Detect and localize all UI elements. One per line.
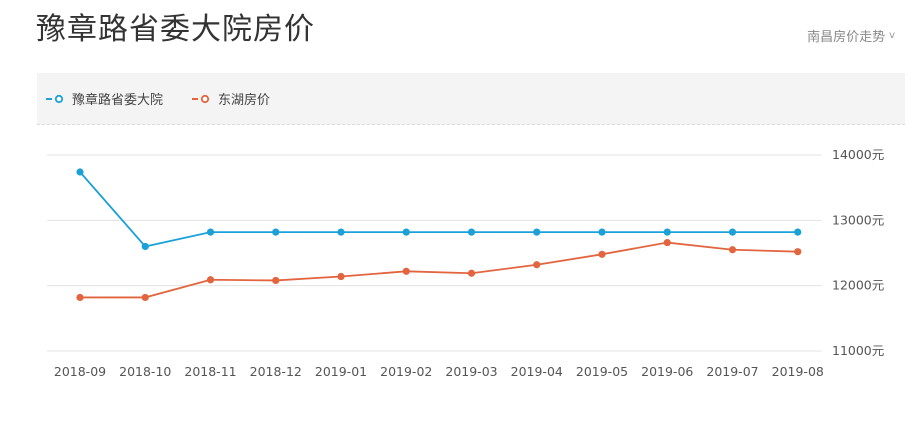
legend-label-series-2: 东湖房价 xyxy=(218,93,271,108)
data-point-series-2 xyxy=(337,272,345,281)
chart-legend: 豫章路省委大院 东湖房价 xyxy=(37,73,905,125)
x-tick-label: 2018-09 xyxy=(54,364,106,379)
legend-item-series-1[interactable]: 豫章路省委大院 xyxy=(45,89,163,108)
data-point-series-2 xyxy=(598,250,606,258)
data-point-series-2 xyxy=(728,246,737,254)
data-point-series-2 xyxy=(663,238,671,247)
legend-item-series-2[interactable]: 东湖房价 xyxy=(191,89,270,108)
x-tick-label: 2019-03 xyxy=(445,364,497,379)
data-point-series-1 xyxy=(76,168,84,176)
legend-marker-series-1 xyxy=(46,94,64,103)
y-tick-label: 13000元 xyxy=(832,212,884,227)
data-point-series-1 xyxy=(467,228,476,236)
data-point-series-1 xyxy=(598,228,606,236)
data-point-series-2 xyxy=(533,261,541,269)
data-point-series-1 xyxy=(402,228,410,236)
x-tick-label: 2019-06 xyxy=(641,364,693,379)
x-tick-label: 2019-01 xyxy=(315,364,367,379)
series-line-2 xyxy=(80,241,798,299)
data-point-series-1 xyxy=(272,228,280,236)
x-tick-label: 2018-11 xyxy=(184,364,236,379)
x-tick-label: 2019-07 xyxy=(706,364,758,379)
x-tick-label: 2019-05 xyxy=(576,364,628,379)
data-point-series-1 xyxy=(663,228,671,236)
data-point-series-1 xyxy=(794,228,802,236)
data-point-series-2 xyxy=(76,293,84,302)
data-point-series-2 xyxy=(402,267,410,275)
data-point-series-2 xyxy=(206,276,215,284)
city-trend-dropdown[interactable]: 南昌房价走势 v xyxy=(807,26,895,45)
page-title: 豫章路省委大院房价 xyxy=(36,12,315,47)
x-tick-label: 2019-04 xyxy=(511,364,563,379)
data-point-series-2 xyxy=(272,276,280,285)
y-tick-label: 12000元 xyxy=(832,278,884,293)
data-point-series-1 xyxy=(206,228,215,236)
x-tick-label: 2018-10 xyxy=(119,364,171,379)
x-tick-label: 2019-02 xyxy=(380,364,432,379)
data-point-series-1 xyxy=(141,242,149,251)
data-point-series-1 xyxy=(728,228,737,236)
series-line-1 xyxy=(79,171,798,248)
y-tick-label: 14000元 xyxy=(832,147,884,162)
legend-marker-series-2 xyxy=(192,94,210,103)
x-tick-label: 2019-08 xyxy=(772,364,824,379)
data-point-series-1 xyxy=(533,228,541,236)
data-point-series-2 xyxy=(467,269,476,277)
data-point-series-1 xyxy=(337,228,345,236)
y-tick-label: 11000元 xyxy=(832,343,884,358)
legend-label-series-1: 豫章路省委大院 xyxy=(72,93,164,108)
chevron-down-icon: v xyxy=(889,30,895,41)
data-point-series-2 xyxy=(794,248,802,256)
trend-link-label: 南昌房价走势 xyxy=(807,30,886,45)
data-point-series-2 xyxy=(141,293,149,302)
x-tick-label: 2018-12 xyxy=(250,364,302,379)
